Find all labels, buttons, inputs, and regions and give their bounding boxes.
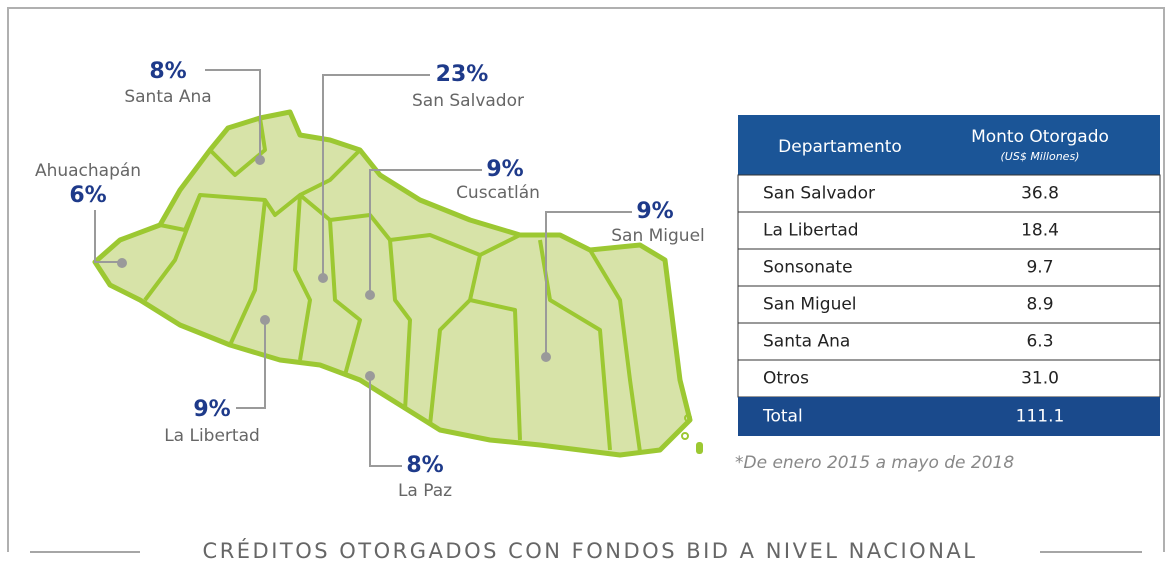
row-value: 36.8	[1021, 184, 1059, 204]
row-label: Santa Ana	[763, 332, 850, 352]
leader-line	[369, 376, 402, 467]
table-row	[737, 322, 1161, 361]
table-row	[737, 211, 1161, 250]
percent-label: 6%	[69, 183, 106, 208]
table-total-bg	[738, 397, 1160, 436]
footnote: *De enero 2015 a mayo de 2018	[735, 453, 1014, 473]
department-name: La Libertad	[164, 426, 260, 446]
department-name: Cuscatlán	[456, 183, 540, 203]
leader-line	[322, 74, 430, 278]
department-name: Ahuachapán	[35, 161, 141, 181]
island	[684, 414, 692, 422]
total-label: Total	[762, 407, 803, 427]
map	[92, 109, 703, 458]
header-unit: (US$ Millones)	[1001, 150, 1080, 163]
row-label: San Salvador	[763, 184, 875, 204]
header-cell: Monto Otorgado	[971, 127, 1109, 147]
percent-label: 9%	[486, 157, 523, 182]
leader-line	[205, 69, 261, 160]
row-label: San Miguel	[763, 295, 857, 315]
row-value: 18.4	[1021, 221, 1059, 241]
percent-label: 8%	[406, 453, 443, 478]
table-row	[737, 359, 1161, 398]
department-borders	[143, 117, 642, 453]
department-name: Santa Ana	[124, 87, 211, 107]
location-dot	[260, 315, 270, 325]
row-label: La Libertad	[763, 221, 859, 241]
leader-line	[94, 210, 122, 263]
title: CRÉDITOS OTORGADOS CON FONDOS BID A NIVE…	[203, 538, 978, 563]
location-dot	[117, 258, 127, 268]
location-dot	[365, 290, 375, 300]
location-dot	[365, 371, 375, 381]
table-row	[737, 248, 1161, 287]
location-dot	[541, 352, 551, 362]
percent-label: 9%	[193, 397, 230, 422]
department-name: San Salvador	[412, 91, 524, 111]
row-label: Sonsonate	[763, 258, 853, 278]
leader-line	[369, 169, 482, 295]
row-value: 8.9	[1026, 295, 1053, 315]
location-dot	[255, 155, 265, 165]
department-name: La Paz	[398, 481, 452, 501]
island	[681, 432, 689, 440]
table: Departamento Monto Otorgado (US$ Millones)…	[737, 115, 1161, 436]
total-value: 111.1	[1016, 407, 1065, 427]
table-header-bg	[738, 115, 1160, 175]
island	[696, 442, 703, 454]
map-labels: 8% Santa Ana 6%Ahuachapán 23% San Salvador 9%…	[35, 59, 705, 501]
row-value: 31.0	[1021, 369, 1059, 389]
row-value: 9.7	[1026, 258, 1053, 278]
table-row	[737, 285, 1161, 324]
frame	[7, 7, 1165, 552]
percent-label: 23%	[436, 62, 489, 87]
percent-label: 8%	[149, 59, 186, 84]
percent-label: 9%	[636, 199, 673, 224]
location-dot	[318, 273, 328, 283]
row-value: 6.3	[1026, 332, 1053, 352]
header-cell: Departamento	[778, 137, 902, 157]
leader-line	[545, 211, 632, 357]
leader-line	[236, 320, 266, 409]
department-name: San Miguel	[611, 226, 705, 246]
row-label: Otros	[763, 369, 809, 389]
